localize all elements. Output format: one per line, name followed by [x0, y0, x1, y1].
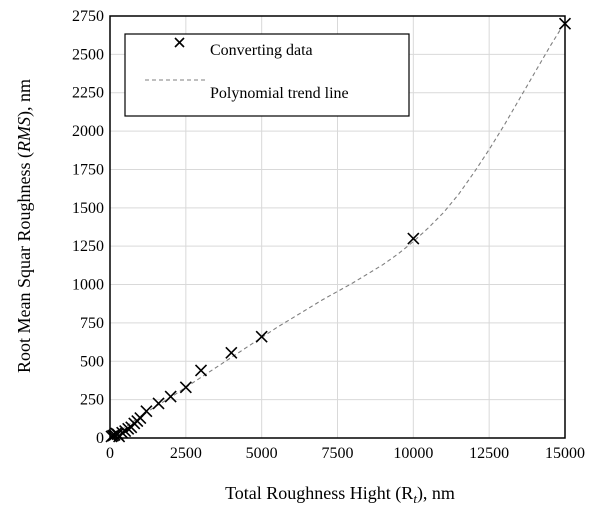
y-tick-label: 2250: [72, 85, 104, 102]
y-axis-title: Root Mean Squar Roughness (RMS), nm: [14, 79, 35, 373]
plot-frame: [109, 15, 566, 439]
x-tick-label: 7500: [322, 445, 354, 462]
legend-box: [124, 33, 410, 117]
x-tick-label: 12500: [469, 445, 509, 462]
x-tick-label: 10000: [393, 445, 433, 462]
data-point: [152, 397, 165, 410]
trend-line-layer: [109, 21, 566, 439]
y-tick-label: 750: [80, 315, 104, 332]
y-tick-label: 1500: [72, 200, 104, 217]
legend: Converting data Polynomial trend line: [124, 33, 410, 117]
data-point: [194, 364, 208, 377]
data-point: [225, 346, 238, 359]
legend-marker-icon: [174, 37, 185, 48]
data-point: [140, 405, 153, 418]
y-tick-label: 250: [80, 392, 104, 409]
y-tick-label: 1250: [72, 238, 104, 255]
data-point: [179, 381, 192, 394]
x-axis-title: Total Roughness Hight (Rt), nm: [225, 483, 455, 506]
x-tick-labels: 0 2500 5000 7500 10000 12500 15000: [106, 445, 585, 462]
legend-label-trend-line: Polynomial trend line: [210, 85, 349, 102]
data-point: [164, 390, 177, 403]
data-point: [116, 426, 129, 439]
x-tick-label: 0: [106, 445, 114, 462]
y-tick-label: 500: [80, 353, 104, 370]
y-tick-label: 2000: [72, 123, 104, 140]
y-tick-label: 0: [96, 430, 104, 447]
y-tick-label: 2750: [72, 8, 104, 25]
y-tick-label: 1000: [72, 277, 104, 294]
y-tick-label: 1750: [72, 161, 104, 178]
legend-label-converting-data: Converting data: [210, 42, 313, 59]
data-point: [407, 232, 420, 245]
y-tick-label: 2500: [72, 46, 104, 63]
y-tick-labels: 0 250 500 750 1000 1250 1500 1750 2000 2250 2500 27…: [72, 8, 104, 447]
trend-line: [109, 21, 566, 439]
x-tick-label: 5000: [246, 445, 278, 462]
data-point: [255, 330, 268, 343]
x-tick-label: 15000: [545, 445, 585, 462]
x-tick-label: 2500: [170, 445, 202, 462]
